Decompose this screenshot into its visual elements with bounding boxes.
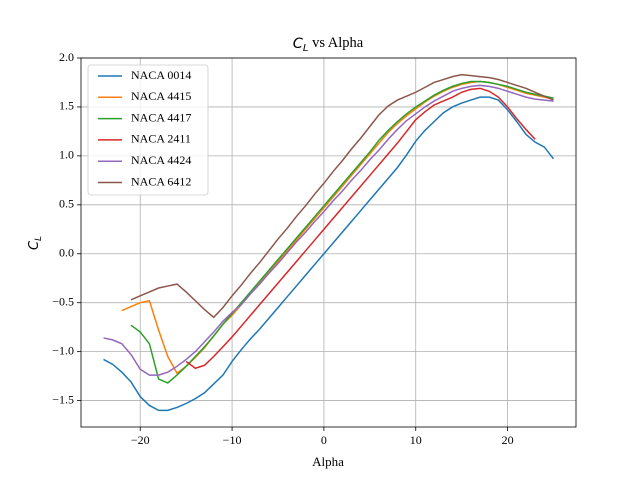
y-label-symbol: C	[27, 240, 42, 250]
y-axis-label: CL	[27, 236, 44, 250]
legend-label: NACA 4415	[131, 89, 191, 103]
data-line	[103, 84, 554, 376]
y-label-subscript: L	[34, 236, 44, 241]
y-tick-label: −1.5	[52, 392, 74, 406]
title-symbol: C	[293, 36, 304, 52]
x-tick-label: −20	[131, 433, 150, 447]
title-text: vs Alpha	[308, 35, 363, 51]
data-line	[185, 87, 536, 370]
y-tick-label: 0.0	[59, 246, 74, 260]
legend-label: NACA 2411	[131, 132, 191, 146]
x-tick-label: 0	[321, 433, 327, 447]
x-tick-label: 10	[410, 433, 422, 447]
legend: NACA 0014 NACA 4415 NACA 4417 NACA 2411 NACA…	[87, 64, 209, 196]
chart-title: CL vs Alpha	[293, 35, 364, 54]
title-subscript: L	[303, 43, 309, 54]
data-line	[130, 73, 554, 319]
x-tick-label: −10	[223, 433, 242, 447]
y-tick-label: 1.5	[59, 99, 74, 113]
data-line	[103, 96, 555, 412]
legend-label: NACA 4424	[131, 153, 191, 167]
legend-label: NACA 0014	[131, 68, 191, 82]
y-tick-label: 2.0	[59, 50, 74, 64]
y-tick-label: 1.0	[59, 148, 74, 162]
legend-label: NACA 4417	[131, 110, 191, 124]
plot-frame	[80, 57, 577, 428]
x-tick-label: 20	[502, 433, 514, 447]
y-tick-label: −1.0	[52, 343, 74, 357]
y-tick-label: 0.5	[59, 197, 74, 211]
x-axis-label: Alpha	[312, 454, 344, 469]
data-line	[130, 80, 554, 384]
legend-label: NACA 6412	[131, 174, 191, 188]
y-tick-label: −0.5	[52, 294, 74, 308]
